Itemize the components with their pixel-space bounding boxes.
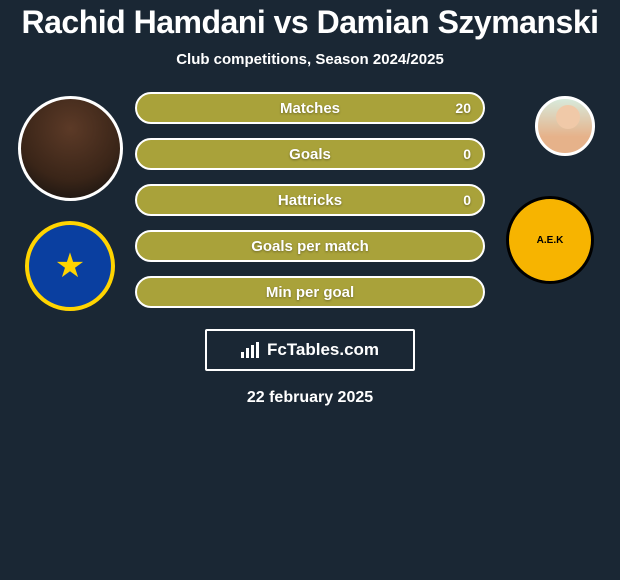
stat-bar-min-per-goal: Min per goal: [135, 276, 485, 308]
page-title: Rachid Hamdani vs Damian Szymanski: [22, 4, 599, 41]
player-left-club-badge: ★: [25, 221, 115, 311]
stat-right-value: 0: [463, 192, 471, 208]
stat-label: Hattricks: [278, 192, 342, 209]
stat-label: Min per goal: [266, 284, 354, 301]
player-left-avatar: [18, 96, 123, 201]
star-icon: ★: [55, 249, 85, 283]
player-right-club-badge: Α.Ε.Κ: [506, 196, 594, 284]
left-player-column: ★: [5, 92, 135, 311]
stats-bars: Matches 20 Goals 0 Hattricks 0 Goals per…: [135, 92, 485, 308]
site-name: FcTables.com: [267, 340, 379, 360]
right-player-column: Α.Ε.Κ: [485, 92, 615, 284]
chart-icon: [241, 342, 261, 358]
stat-bar-goals-per-match: Goals per match: [135, 230, 485, 262]
stat-bar-hattricks: Hattricks 0: [135, 184, 485, 216]
stat-right-value: 0: [463, 146, 471, 162]
infographic-root: Rachid Hamdani vs Damian Szymanski Club …: [0, 0, 620, 580]
infographic-date: 22 february 2025: [247, 389, 373, 407]
main-row: ★ Matches 20 Goals 0 Hattricks 0 Goals p…: [0, 92, 620, 311]
player-right-avatar: [535, 96, 595, 156]
stat-bar-goals: Goals 0: [135, 138, 485, 170]
stat-label: Goals: [289, 146, 331, 163]
page-subtitle: Club competitions, Season 2024/2025: [176, 51, 444, 68]
site-logo-box: FcTables.com: [205, 329, 415, 371]
stat-bar-matches: Matches 20: [135, 92, 485, 124]
aek-text: Α.Ε.Κ: [537, 235, 564, 246]
stat-right-value: 20: [455, 100, 471, 116]
stat-label: Goals per match: [251, 238, 369, 255]
stat-label: Matches: [280, 100, 340, 117]
